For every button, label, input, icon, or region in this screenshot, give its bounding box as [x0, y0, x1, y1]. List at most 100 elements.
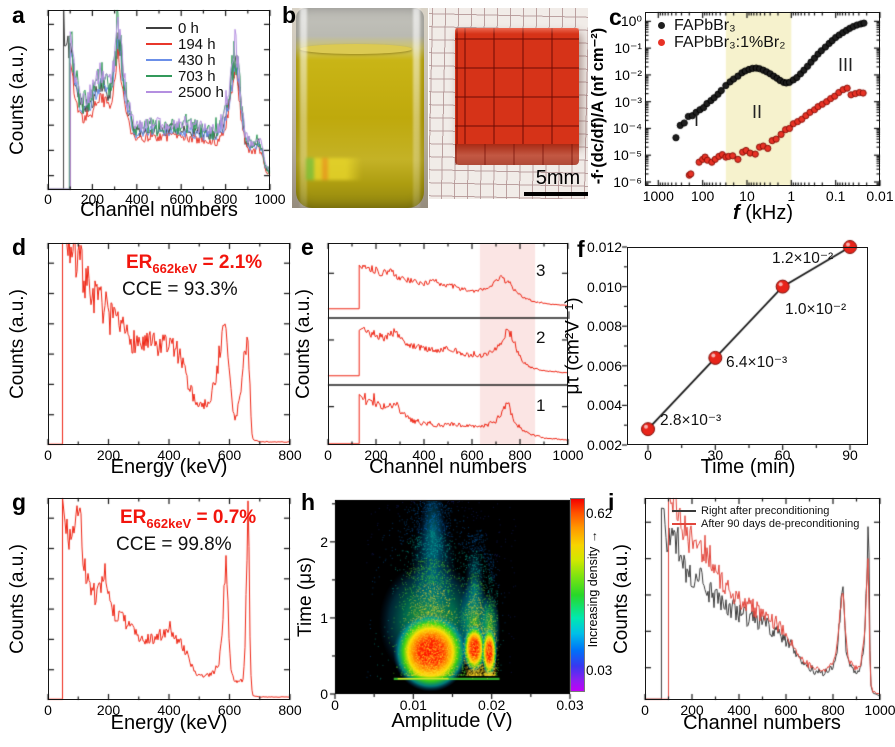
energy-resolution-annotation: ER662keV = 0.7%: [120, 507, 257, 531]
panel-e-ylabel: Counts (a.u.): [293, 289, 314, 399]
panel-e-letter: e: [301, 234, 314, 260]
tick-label: 200: [364, 447, 388, 463]
tick-label: 10⁻⁶: [613, 173, 642, 190]
panel-i-ylabel: Counts (a.u.): [611, 544, 632, 654]
panel-i-legend: Right after preconditioning After 90 day…: [672, 504, 859, 530]
line-swatch-icon: [146, 90, 172, 94]
tick-label: 600: [460, 447, 484, 463]
legend-item: After 90 days de-preconditioning: [672, 517, 859, 530]
tick-label: 0.01: [399, 697, 427, 713]
tick-label: 400: [125, 191, 149, 207]
panel-a-xlabel: Channel numbers: [80, 199, 238, 221]
legend-item: 430 h: [146, 52, 224, 69]
tick-label: 0: [331, 697, 339, 713]
panel-f-xlabel: Time (min): [700, 456, 796, 478]
crystal-photo: [429, 8, 588, 199]
panel-f-letter: f: [577, 236, 585, 262]
panel-i-xlabel: Channel numbers: [683, 712, 841, 734]
tick-label: 0: [644, 447, 652, 463]
scale-label: 5mm: [535, 167, 581, 189]
tick-label: 0.004: [586, 397, 622, 414]
tick-label: 200: [80, 191, 105, 207]
region-label-III: III: [838, 55, 854, 75]
tick-label: 200: [96, 447, 121, 463]
tick-label: 800: [821, 702, 845, 718]
panel-g-plot: [40, 490, 298, 708]
colorbar-axis-label: Increasing density →: [586, 530, 600, 648]
tick-label: 600: [217, 702, 242, 718]
panel-d-xlabel: Energy (keV): [110, 456, 228, 478]
caustic-sparkle: [306, 158, 362, 180]
colorbar-min-label: 0.03: [586, 663, 613, 678]
colorbar: [570, 498, 585, 692]
glass-highlight: [413, 8, 420, 208]
tick-label: 0: [324, 447, 332, 463]
tick-label: 0.008: [586, 318, 622, 335]
legend-item: FAPbBr₃:1%Br₂: [658, 34, 785, 51]
tick-label: 800: [278, 447, 302, 463]
mobility-lifetime-value-label: 6.4×10⁻³: [726, 354, 788, 371]
panel-e-xlabel: Channel numbers: [369, 456, 527, 478]
legend-item: 703 h: [146, 68, 224, 85]
tick-label: 400: [412, 447, 436, 463]
tick-label: 0: [44, 191, 52, 207]
tick-label: 0.01: [866, 188, 894, 204]
tick-label: 100: [690, 188, 715, 204]
trace-label-3: 3: [536, 261, 546, 280]
glass-highlight: [300, 8, 307, 208]
panel-c-legend: FAPbBr₃ FAPbBr₃:1%Br₂: [658, 17, 785, 51]
xlabel-units: (kHz): [739, 202, 793, 224]
tick-label: 400: [727, 702, 751, 718]
panel-d-plot: [40, 235, 298, 453]
panel-c-xlabel: f (kHz): [733, 202, 793, 225]
panel-a-plot: [40, 2, 278, 198]
panel-b-letter: b: [282, 2, 297, 28]
tick-label: 0: [320, 686, 328, 702]
trace-label-2: 2: [536, 328, 546, 347]
tick-label: 600: [169, 191, 193, 207]
tick-label: 0.002: [586, 437, 622, 453]
dot-swatch-icon: [658, 22, 665, 29]
panel-d-ylabel: Counts (a.u.): [7, 289, 28, 399]
tick-label: 400: [157, 447, 181, 463]
scale-bar: [524, 192, 588, 196]
legend-item: FAPbBr₃: [658, 17, 785, 34]
trace-label-1: 1: [536, 396, 546, 415]
tick-label: 2: [320, 533, 328, 550]
cce-annotation: CCE = 93.3%: [122, 279, 238, 300]
legend-item: 2500 h: [146, 84, 224, 101]
red-crystal: [455, 28, 579, 144]
colorbar-max-label: 0.62: [586, 506, 613, 521]
legend-item: 0 h: [146, 20, 224, 37]
region-label-II: II: [752, 102, 763, 122]
tick-label: 1000: [552, 447, 584, 463]
panel-g-letter: g: [12, 489, 27, 515]
tick-label: 0.010: [586, 278, 622, 295]
panel-i-letter: i: [608, 489, 615, 515]
tick-label: 1000: [864, 702, 895, 718]
tick-label: 1000: [642, 188, 674, 204]
panel-a-ylabel: Counts (a.u.): [7, 45, 28, 155]
cce-annotation: CCE = 99.8%: [116, 534, 232, 555]
panel-f-ylabel: μτ (cm²V⁻¹): [562, 297, 584, 395]
panel-g-xlabel: Energy (keV): [110, 712, 228, 734]
panel-g-ylabel: Counts (a.u.): [7, 544, 28, 654]
tick-label: 0.02: [478, 697, 506, 713]
tick-label: 200: [96, 702, 121, 718]
panel-h-xlabel: Amplitude (V): [391, 710, 513, 732]
xlabel-f-italic: f: [733, 202, 740, 224]
tick-label: 800: [508, 447, 532, 463]
tick-label: 60: [774, 447, 791, 463]
tick-label: 0.1: [825, 188, 846, 204]
tick-label: 90: [842, 447, 858, 463]
tick-label: 0: [641, 702, 649, 718]
panel-a-legend: 0 h 194 h 430 h 703 h 2500 h: [146, 20, 224, 101]
dot-swatch-icon: [658, 39, 665, 46]
tick-label: 30: [707, 447, 724, 463]
panel-h-letter: h: [301, 489, 316, 515]
tick-label: 0.006: [586, 357, 622, 374]
